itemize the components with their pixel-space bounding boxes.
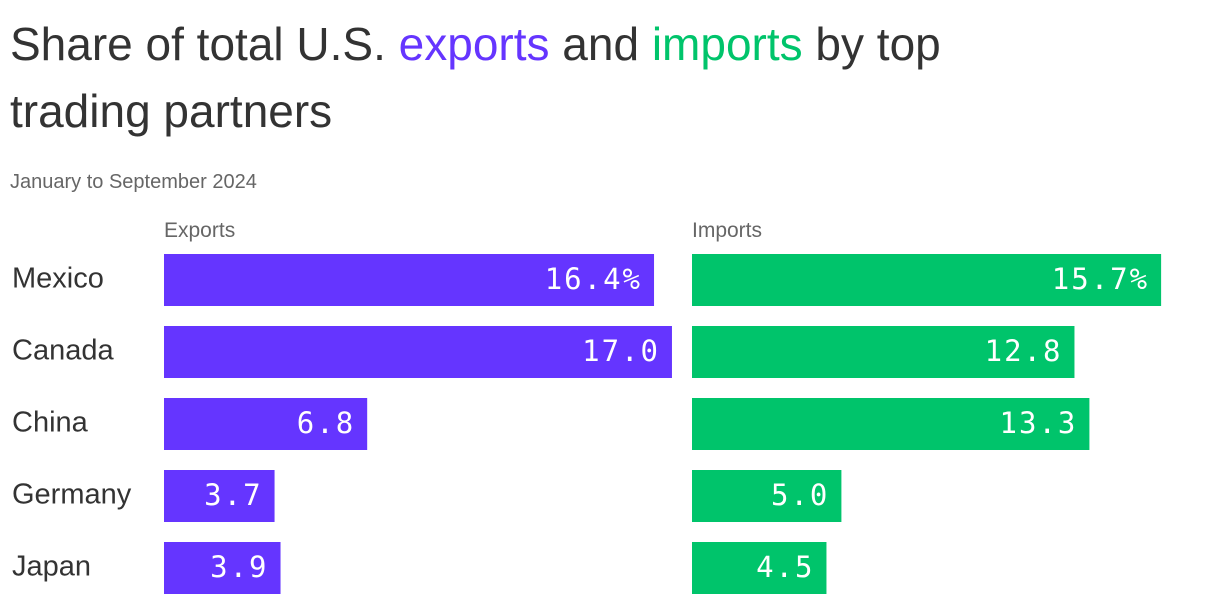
title-part: Share of total U.S. (10, 18, 386, 70)
value-label: 4.5 (756, 550, 814, 584)
bar (164, 542, 281, 594)
bar (692, 470, 842, 522)
bar (692, 254, 1162, 306)
value-label: 6.8 (297, 406, 355, 440)
title-part: by top (815, 18, 940, 70)
value-label: 16.4% (545, 262, 642, 296)
bar (164, 326, 672, 378)
category-label: Germany (12, 479, 132, 511)
chart-title: trading partners (10, 85, 332, 137)
bar (164, 254, 655, 306)
bar (692, 326, 1075, 378)
bar (164, 398, 368, 450)
title-part: imports (652, 18, 803, 70)
panel-label: Exports (164, 219, 235, 242)
panel-label: Imports (692, 219, 762, 242)
value-label: 3.7 (204, 478, 262, 512)
category-label: Japan (12, 551, 91, 583)
value-label: 5.0 (771, 478, 829, 512)
category-label: China (12, 407, 89, 439)
value-label: 13.3 (1000, 406, 1078, 440)
value-label: 12.8 (985, 334, 1063, 368)
bar (692, 542, 827, 594)
value-label: 15.7% (1052, 262, 1149, 296)
value-label: 3.9 (210, 550, 268, 584)
bar (164, 470, 275, 522)
title-part: and (562, 18, 639, 70)
category-label: Canada (12, 335, 114, 367)
category-label: Mexico (12, 263, 104, 295)
title-part: exports (399, 18, 550, 70)
value-label: 17.0 (582, 334, 660, 368)
bar (692, 398, 1090, 450)
chart-subtitle: January to September 2024 (10, 171, 257, 193)
chart-title: Share of total U.S. exports and imports … (10, 18, 941, 70)
